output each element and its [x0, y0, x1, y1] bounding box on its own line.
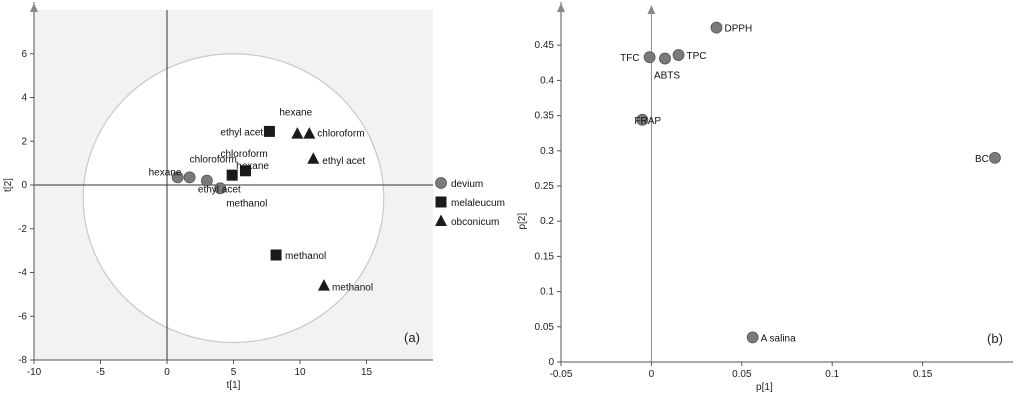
y-tick-label: -2	[18, 224, 27, 235]
x-tick-label: 0.1	[825, 369, 839, 380]
x-tick-label: 0	[649, 369, 655, 380]
devium-circle-point	[171, 171, 184, 184]
point-label: ethyl acet	[198, 185, 241, 196]
y-tick-label: 0	[548, 357, 554, 368]
point-label: DPPH	[724, 24, 752, 35]
point-label: methanol	[332, 283, 373, 294]
y-axis-label: p[2]	[517, 213, 528, 230]
x-tick-label: 5	[231, 367, 237, 378]
x-tick-label: -10	[27, 367, 42, 378]
melaleucum-square-point	[263, 125, 275, 137]
panel-label: (b)	[987, 331, 1003, 346]
point-label: FRAP	[634, 116, 661, 127]
y-tick-label: 0.1	[540, 287, 554, 298]
x-tick-label: 0	[164, 367, 170, 378]
point-label: BC	[975, 154, 989, 165]
x-tick-label: 0.15	[913, 369, 933, 380]
loading-plot-panel: -0.05 0 0.05 0.1 0.1500.050.10.150.20.250.30…	[517, 2, 1013, 393]
y-tick-label: 0.2	[540, 216, 554, 227]
x-axis-label: t[1]	[227, 380, 241, 391]
y-tick-label: 6	[21, 49, 27, 60]
y-tick-label: 2	[21, 136, 27, 147]
point-label: ABTS	[654, 71, 680, 82]
x-axis-label: p[1]	[756, 382, 773, 393]
legend-devium-marker	[435, 177, 447, 189]
point-label: chloroform	[317, 129, 364, 140]
legend-melaleucum-marker	[435, 196, 447, 208]
y-tick-label: 0.45	[535, 40, 555, 51]
x-tick-label: -0.05	[550, 369, 573, 380]
point-label: chloroform	[190, 154, 237, 165]
melaleucum-square-point	[270, 249, 282, 261]
obconicum-triangle-point	[317, 279, 330, 291]
devium-circle-point	[183, 171, 196, 184]
melaleucum-square-point	[239, 165, 251, 177]
loading-point	[746, 331, 759, 344]
x-tick-label: 0.05	[732, 369, 752, 380]
y-axis-arrow	[557, 3, 565, 12]
y-tick-label: -6	[18, 311, 27, 322]
confidence-ellipse	[82, 53, 385, 344]
y-tick-label: 0.05	[535, 322, 555, 333]
point-label: hexane	[236, 161, 269, 172]
devium-circle-point	[214, 182, 227, 195]
legend: devium melaleucum obconicum	[435, 177, 505, 228]
point-label: methanol	[226, 198, 267, 209]
zero-line-arrow	[647, 5, 656, 14]
point-label: ethyl acet	[322, 156, 365, 167]
loading-point	[989, 151, 1001, 164]
legend-obconicum-marker	[435, 214, 447, 226]
x-tick-label: -5	[96, 367, 105, 378]
loading-point	[710, 21, 723, 34]
devium-circle-point	[200, 174, 213, 187]
y-tick-label: -4	[18, 268, 27, 279]
loading-point	[672, 49, 685, 61]
point-label: TPC	[687, 51, 707, 62]
y-tick-label: 0.35	[535, 111, 555, 122]
point-label: ethyl acet	[220, 127, 263, 138]
y-tick-label: 0.15	[535, 251, 555, 262]
legend-label: melaleucum	[451, 198, 505, 209]
y-tick-label: 0.4	[540, 75, 554, 86]
obconicum-triangle-point	[307, 152, 320, 164]
x-tick-label: 15	[361, 367, 373, 378]
y-axis-label: t[2]	[3, 178, 14, 192]
melaleucum-square-point	[226, 169, 238, 181]
loading-point	[643, 51, 656, 64]
point-label: hexane	[279, 108, 312, 119]
y-tick-label: 0.3	[540, 146, 554, 157]
point-label: TFC	[620, 53, 639, 64]
x-tick-label: 10	[294, 367, 306, 378]
point-label: hexane	[149, 167, 182, 178]
obconicum-triangle-point	[303, 127, 316, 139]
point-label: A salina	[761, 333, 796, 344]
point-label: chloroform	[220, 149, 267, 160]
panel-label: (a)	[404, 330, 420, 345]
y-tick-label: 0.25	[535, 181, 555, 192]
y-tick-label: -8	[18, 355, 27, 366]
legend-label: devium	[451, 179, 483, 190]
loading-point	[659, 52, 671, 65]
obconicum-triangle-point	[291, 127, 304, 139]
legend-label: obconicum	[451, 217, 499, 228]
y-axis-arrow	[30, 3, 38, 12]
y-tick-label: 4	[21, 93, 27, 104]
loading-point	[636, 113, 649, 126]
point-label: methanol	[285, 251, 326, 262]
loading-plot-background	[561, 10, 1013, 362]
y-tick-label: 0	[21, 180, 27, 191]
